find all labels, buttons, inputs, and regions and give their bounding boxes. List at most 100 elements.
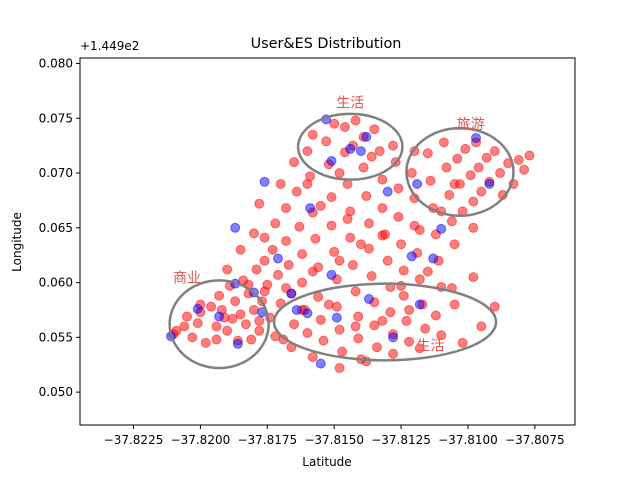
x-tick-label: −37.8100 — [438, 433, 498, 447]
scatter-point — [334, 324, 345, 335]
scatter-point — [302, 308, 313, 319]
scatter-point — [187, 332, 198, 343]
scatter-point — [414, 343, 425, 354]
scatter-point — [302, 178, 313, 189]
scatter-point — [361, 191, 372, 202]
cluster-annotation: 生活 — [336, 95, 364, 111]
scatter-point — [396, 239, 407, 250]
scatter-point — [323, 299, 334, 310]
scatter-point — [441, 162, 452, 173]
scatter-point — [401, 315, 412, 326]
scatter-point — [361, 356, 372, 367]
scatter-point — [315, 358, 326, 369]
scatter-point — [412, 178, 423, 189]
scatter-point — [347, 260, 358, 271]
scatter-point — [267, 244, 278, 255]
scatter-point — [484, 178, 495, 189]
scatter-point — [363, 218, 374, 229]
scatter-point — [366, 271, 377, 282]
scatter-point — [321, 136, 332, 147]
y-axis-label: Longitude — [10, 212, 24, 272]
scatter-point — [355, 146, 366, 157]
scatter-point — [404, 336, 415, 347]
scatter-point — [476, 321, 487, 332]
scatter-point — [489, 301, 500, 312]
scatter-point — [192, 303, 203, 314]
scatter-point — [302, 327, 313, 338]
cluster-ellipse — [296, 112, 404, 181]
scatter-point — [329, 118, 340, 129]
x-tick-label: −37.8125 — [371, 433, 431, 447]
cluster-ellipse — [272, 282, 498, 362]
scatter-point — [307, 266, 318, 277]
scatter-point — [446, 216, 457, 227]
scatter-point — [372, 342, 382, 353]
scatter-point — [476, 186, 487, 197]
scatter-point — [251, 264, 262, 275]
y-tick-label: 0.050 — [39, 385, 73, 399]
scatter-point — [398, 290, 409, 301]
y-tick-label: 0.075 — [39, 111, 73, 125]
x-tick-label: −37.8200 — [171, 433, 231, 447]
scatter-point — [452, 153, 463, 164]
scatter-point — [398, 265, 409, 276]
scatter-point — [307, 352, 318, 363]
scatter-point — [345, 232, 356, 243]
scatter-point — [369, 320, 380, 331]
x-tick-label: −37.8150 — [304, 433, 364, 447]
scatter-point — [495, 168, 506, 179]
scatter-point — [350, 321, 361, 332]
cluster-annotation: 生活 — [417, 339, 445, 355]
ellipse-layer — [168, 112, 515, 370]
y-axis-ticks: 0.050 0.055 0.060 0.065 0.070 0.075 0.080 — [39, 56, 80, 399]
scatter-point — [489, 146, 500, 157]
scatter-point — [182, 311, 193, 322]
scatter-point — [326, 192, 337, 203]
scatter-point — [436, 330, 447, 341]
scatter-point — [294, 221, 305, 232]
chart-title: User&ES Distribution — [251, 36, 402, 52]
x-tick-label: −37.8075 — [505, 433, 565, 447]
scatter-point — [254, 198, 265, 209]
scatter-point — [388, 332, 399, 343]
scatter-point — [270, 218, 281, 229]
scatter-point — [305, 203, 316, 214]
scatter-point — [200, 337, 211, 348]
scatter-point — [313, 291, 324, 302]
scatter-point — [206, 301, 217, 312]
scatter-point — [377, 315, 388, 326]
cluster-ellipse — [405, 126, 515, 217]
y-tick-label: 0.055 — [39, 330, 73, 344]
scatter-point — [449, 299, 460, 310]
scatter-point — [222, 325, 233, 336]
scatter-point — [363, 243, 374, 254]
scatter-point — [353, 333, 364, 344]
scatter-point — [254, 325, 265, 336]
scatter-point — [353, 311, 364, 322]
scatter-point — [471, 132, 481, 143]
scatter-point — [425, 175, 436, 186]
scatter-point — [414, 225, 425, 235]
scatter-point — [248, 228, 259, 239]
scatter-point — [307, 129, 318, 140]
scatter-point — [297, 277, 308, 288]
scatter-point — [291, 186, 302, 197]
scatter-point — [377, 174, 388, 185]
scatter-point — [422, 148, 433, 159]
scatter-point — [281, 203, 292, 214]
scatter-point — [468, 196, 479, 207]
scatter-point — [449, 178, 460, 189]
y-offset-label: +1.449e2 — [80, 39, 139, 53]
scatter-point — [326, 220, 337, 231]
scatter-point — [382, 186, 393, 197]
scatter-point — [460, 143, 471, 154]
scatter-point — [393, 211, 404, 222]
scatter-point — [404, 304, 415, 315]
scatter-point — [259, 255, 270, 266]
scatter-point — [315, 200, 326, 211]
scatter-point — [422, 266, 433, 277]
scatter-point — [377, 230, 388, 241]
scatter-point — [358, 162, 369, 173]
